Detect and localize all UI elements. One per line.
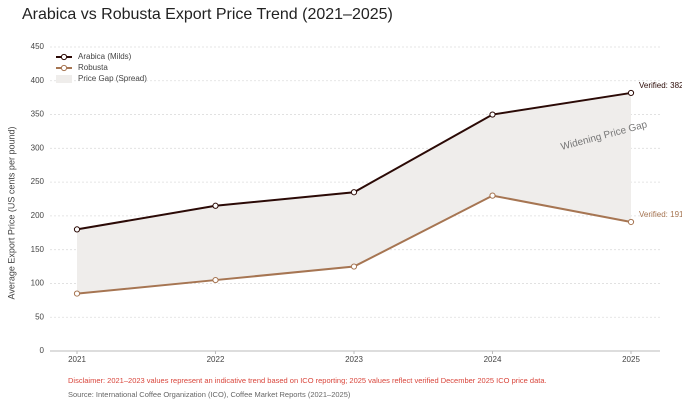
legend-swatch [56,75,72,83]
y-tick-label: 250 [31,177,45,186]
point [489,111,496,118]
y-tick-label: 350 [31,110,45,119]
legend-label: Price Gap (Spread) [78,74,147,83]
value-label: Verified: 191 [639,210,682,219]
legend-marker [60,64,68,72]
y-tick-label: 100 [31,279,45,288]
disclaimer: Disclaimer: 2021–2023 values represent a… [68,376,547,385]
source: Source: International Coffee Organizatio… [68,390,351,399]
chart-title: Arabica vs Robusta Export Price Trend (2… [22,6,393,23]
y-tick-label: 200 [31,211,45,220]
y-tick-label: 450 [31,42,45,51]
x-tick-label: 2025 [622,355,640,364]
x-tick-label: 2021 [68,355,86,364]
point [627,218,635,226]
point [627,89,635,97]
point [350,263,358,270]
point [489,192,496,199]
legend-label: Robusta [78,63,108,72]
point [73,290,81,297]
point [73,226,81,233]
point [350,189,358,196]
x-tick-label: 2022 [207,355,225,364]
y-tick-label: 0 [40,346,45,355]
value-label: Verified: 382 [639,81,682,90]
point [212,276,219,284]
x-tick-label: 2024 [484,355,502,364]
y-tick-label: 150 [31,245,45,254]
legend-marker [60,53,68,61]
y-tick-label: 50 [35,312,44,321]
y-tick-label: 300 [31,143,45,152]
point [212,202,219,209]
y-axis-label: Average Export Price (US cents per pound… [6,127,16,300]
x-tick-label: 2023 [345,355,363,364]
y-tick-label: 400 [31,76,45,85]
legend-label: Arabica (Milds) [78,52,132,61]
